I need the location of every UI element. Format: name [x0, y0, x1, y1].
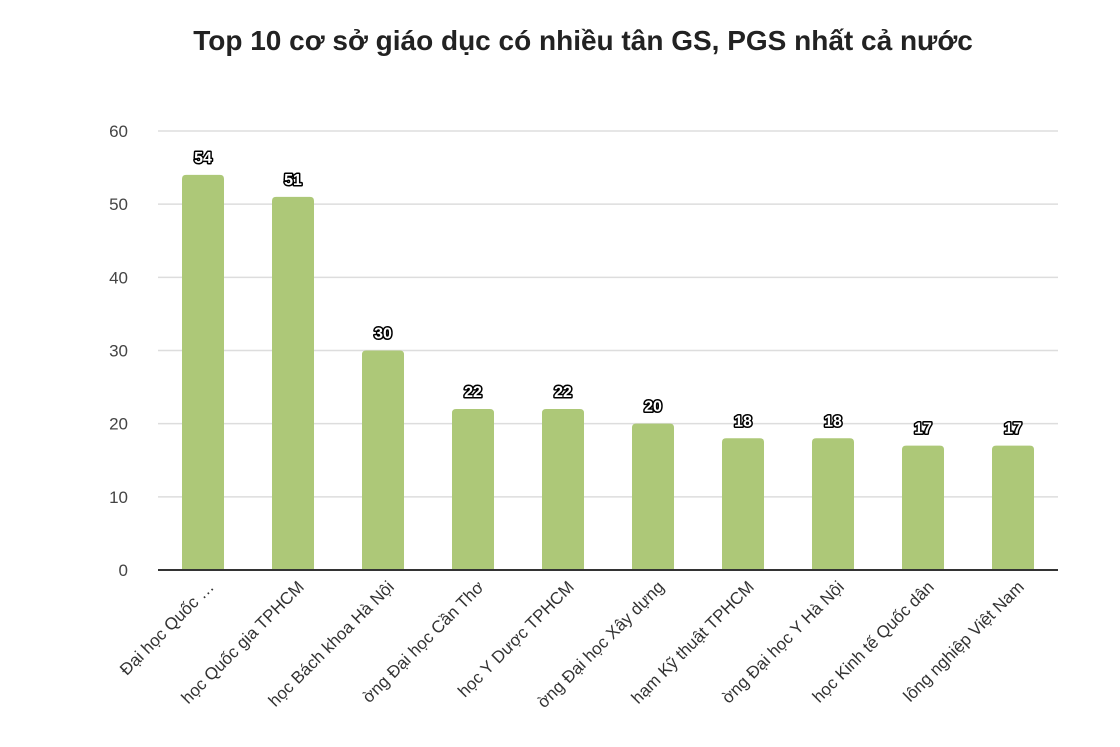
- y-tick-label: 60: [109, 122, 128, 141]
- bar: [272, 196, 314, 570]
- data-label: 17: [914, 421, 932, 438]
- data-label: 18: [824, 413, 842, 430]
- bar: [812, 438, 854, 570]
- data-label: 17: [1004, 421, 1022, 438]
- y-tick-label: 50: [109, 195, 128, 214]
- bar: [992, 445, 1034, 570]
- y-tick-label: 10: [109, 488, 128, 507]
- bar: [722, 438, 764, 570]
- data-label: 18: [734, 413, 752, 430]
- data-label: 54: [194, 150, 212, 167]
- x-tick-label: Đại học Quốc …: [116, 577, 218, 679]
- y-tick-label: 20: [109, 415, 128, 434]
- data-label: 51: [284, 172, 302, 189]
- bar: [452, 409, 494, 570]
- chart-title: Top 10 cơ sở giáo dục có nhiều tân GS, P…: [193, 25, 973, 56]
- bar: [362, 350, 404, 570]
- bar: [542, 409, 584, 570]
- y-tick-label: 0: [119, 561, 128, 580]
- data-label: 22: [464, 384, 482, 401]
- data-label: 20: [644, 399, 662, 416]
- data-label: 22: [554, 384, 572, 401]
- y-tick-label: 40: [109, 268, 128, 287]
- bar: [902, 445, 944, 570]
- bar: [182, 174, 224, 570]
- data-label: 30: [374, 326, 392, 343]
- bar: [632, 423, 674, 570]
- y-tick-label: 30: [109, 342, 128, 361]
